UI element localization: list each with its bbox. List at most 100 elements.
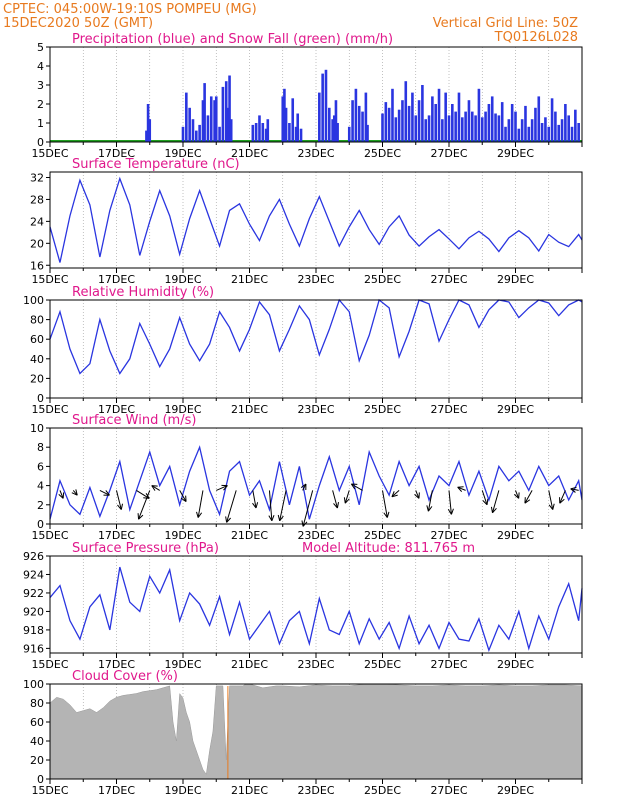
wind-vector bbox=[58, 490, 65, 499]
x-tick-label: 21DEC bbox=[231, 403, 268, 416]
precip-bar bbox=[421, 85, 424, 142]
y-tick-label: 6 bbox=[37, 460, 44, 473]
precip-bar bbox=[507, 119, 511, 142]
precip-bar bbox=[474, 115, 477, 142]
y-tick-label: 2 bbox=[37, 499, 44, 512]
x-tick-label: 27DEC bbox=[430, 658, 467, 671]
precip-bar bbox=[427, 115, 431, 142]
precip-bar bbox=[477, 88, 481, 142]
x-tick-label: 17DEC bbox=[98, 784, 135, 797]
x-tick-label: 23DEC bbox=[297, 403, 334, 416]
wind-vector bbox=[513, 490, 520, 499]
panel-title-temp: Surface Temperature (nC) bbox=[72, 157, 240, 172]
precip-bar bbox=[284, 107, 288, 142]
panel-wind: 0 2 4 6 8 10 15DEC 17DEC 19DEC 21DEC 23DEC 25DEC 27D… bbox=[30, 413, 583, 542]
x-tick-label: 23DEC bbox=[297, 529, 334, 542]
x-tick-label: 15DEC bbox=[31, 403, 68, 416]
precip-bar bbox=[266, 119, 270, 142]
y-tick-label: 100 bbox=[23, 678, 44, 691]
panel-precip: 0 1 2 3 4 5 15DEC 17DEC 19DEC 21DEC 23DEC 25DEC 27DE… bbox=[31, 32, 583, 160]
y-tick-label: 100 bbox=[23, 294, 44, 307]
precip-bar bbox=[517, 128, 521, 142]
precip-bar bbox=[567, 115, 570, 142]
wind-vector bbox=[196, 490, 204, 518]
panel-temp: 16 20 24 28 32 15DEC 17DEC 19DEC 21DEC 23DEC 25DEC… bbox=[30, 157, 583, 286]
precip-bar bbox=[414, 115, 418, 142]
panel-title-wind: Surface Wind (m/s) bbox=[72, 413, 196, 428]
y-tick-label: 32 bbox=[30, 171, 44, 184]
x-tick-label: 29DEC bbox=[497, 784, 534, 797]
panel-cloud: 0 20 40 60 80 100 15DEC 17DEC 19DEC 21DEC 23DEC 25D… bbox=[23, 669, 583, 797]
x-tick-label: 29DEC bbox=[497, 529, 534, 542]
precip-bar bbox=[146, 104, 150, 142]
precip-bar bbox=[514, 111, 517, 142]
model-altitude-note: Model Altitude: 811.765 m bbox=[302, 541, 475, 556]
precip-bar bbox=[145, 130, 148, 142]
panel-rh: 0 20 40 60 80 100 15DEC 17DEC 19DEC 21DEC 23DEC 25D… bbox=[23, 285, 583, 416]
precip-bar bbox=[228, 75, 231, 142]
wind-vector bbox=[99, 489, 110, 496]
x-tick-label: 21DEC bbox=[231, 529, 268, 542]
x-tick-label: 23DEC bbox=[297, 147, 334, 160]
precip-bar bbox=[524, 105, 527, 142]
panel-title-cloud: Cloud Cover (%) bbox=[72, 669, 178, 684]
wind-vector bbox=[300, 483, 307, 491]
precip-bar bbox=[224, 81, 228, 142]
x-tick-label: 19DEC bbox=[164, 529, 201, 542]
wind-line bbox=[49, 445, 583, 520]
y-tick-label: 80 bbox=[30, 697, 44, 710]
x-tick-label: 19DEC bbox=[164, 784, 201, 797]
x-tick-label: 15DEC bbox=[31, 273, 68, 286]
x-tick-label: 25DEC bbox=[364, 403, 401, 416]
precip-bar bbox=[195, 130, 198, 142]
y-tick-label: 20 bbox=[30, 372, 44, 385]
x-tick-label: 27DEC bbox=[430, 529, 467, 542]
precip-bar bbox=[336, 123, 339, 142]
y-tick-label: 5 bbox=[37, 41, 44, 54]
x-tick-label: 21DEC bbox=[231, 273, 268, 286]
precip-bar bbox=[203, 83, 206, 142]
x-tick-label: 17DEC bbox=[98, 529, 135, 542]
precip-bar bbox=[366, 124, 369, 142]
panel-title-precip: Precipitation (blue) and Snow Fall (gree… bbox=[72, 32, 393, 47]
precip-bar bbox=[198, 124, 201, 142]
precip-bar bbox=[364, 92, 368, 142]
y-tick-label: 28 bbox=[30, 193, 44, 206]
precip-bar bbox=[497, 115, 501, 142]
precip-bar bbox=[534, 107, 537, 142]
precip-bar bbox=[434, 104, 437, 142]
precip-bar bbox=[451, 104, 454, 142]
precip-bar bbox=[384, 102, 388, 142]
temp-line bbox=[49, 176, 583, 263]
precip-bar bbox=[191, 119, 195, 142]
wind-vector bbox=[382, 490, 390, 518]
y-tick-label: 16 bbox=[30, 259, 44, 272]
precip-bar bbox=[281, 96, 285, 142]
precip-bar bbox=[218, 126, 221, 142]
precip-bar bbox=[550, 98, 554, 142]
precip-bar bbox=[254, 123, 258, 142]
x-tick-label: 19DEC bbox=[164, 273, 201, 286]
precip-bar bbox=[494, 113, 497, 142]
y-tick-label: 924 bbox=[23, 568, 44, 581]
precip-bar bbox=[347, 126, 351, 142]
x-tick-label: 27DEC bbox=[430, 403, 467, 416]
precip-bar bbox=[407, 105, 411, 142]
precip-bar bbox=[324, 69, 328, 142]
x-tick-label: 15DEC bbox=[31, 147, 68, 160]
precip-bar bbox=[431, 96, 434, 142]
precip-bar bbox=[500, 102, 504, 142]
y-tick-label: 0 bbox=[37, 773, 44, 786]
y-tick-label: 20 bbox=[30, 754, 44, 767]
wind-vector bbox=[268, 490, 275, 522]
precip-bar bbox=[444, 92, 447, 142]
precip-bar bbox=[264, 128, 268, 142]
x-tick-label: 23DEC bbox=[297, 784, 334, 797]
wind-vector bbox=[559, 490, 566, 504]
precip-bar bbox=[258, 115, 261, 142]
precip-bar bbox=[321, 73, 324, 142]
y-tick-label: 60 bbox=[30, 716, 44, 729]
wind-vector bbox=[137, 490, 151, 520]
panels: 0 1 2 3 4 5 15DEC 17DEC 19DEC 21DEC 23DEC 25DEC 27DE… bbox=[23, 32, 583, 797]
y-tick-label: 2 bbox=[37, 98, 44, 111]
